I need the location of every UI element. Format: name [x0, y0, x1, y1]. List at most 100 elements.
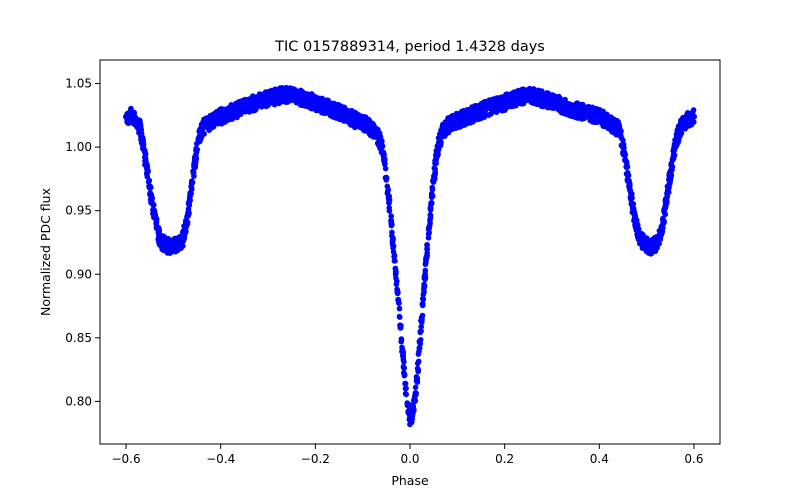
- y-axis-ticks: 0.80 0.85 0.90 0.95 1.00 1.05: [65, 77, 100, 408]
- data-point: [608, 114, 615, 121]
- data-point: [623, 164, 630, 171]
- data-point: [392, 266, 399, 272]
- data-point: [447, 120, 454, 126]
- data-point: [310, 93, 316, 99]
- data-point: [486, 102, 493, 108]
- chart-title: TIC 0157889314, period 1.4328 days: [274, 39, 545, 55]
- data-point: [661, 218, 667, 225]
- data-point: [416, 348, 422, 355]
- data-point: [216, 111, 223, 117]
- data-point: [160, 233, 167, 239]
- data-point: [663, 195, 670, 202]
- data-point: [599, 121, 606, 127]
- data-point: [185, 200, 192, 207]
- data-point: [538, 96, 544, 103]
- data-point: [140, 145, 146, 152]
- data-point: [425, 231, 432, 237]
- data-point: [435, 146, 442, 153]
- data-point: [420, 296, 427, 303]
- data-point: [172, 248, 179, 255]
- data-point: [480, 102, 487, 109]
- data-point: [377, 135, 383, 141]
- data-point: [431, 171, 438, 178]
- data-point: [658, 227, 664, 234]
- data-point: [429, 186, 436, 193]
- data-point: [153, 216, 160, 222]
- data-point: [432, 158, 438, 164]
- data-point: [332, 113, 338, 120]
- y-tick-label: 1.05: [65, 77, 92, 91]
- data-point: [390, 238, 396, 244]
- data-point: [179, 229, 186, 236]
- data-point: [398, 338, 405, 344]
- data-point: [427, 205, 434, 212]
- data-point: [197, 129, 203, 135]
- data-point: [620, 142, 626, 148]
- data-point: [189, 186, 195, 192]
- data-point: [549, 95, 555, 101]
- data-point: [279, 95, 286, 102]
- data-point: [166, 249, 173, 256]
- data-point: [147, 190, 153, 197]
- data-point: [148, 197, 155, 203]
- data-point: [347, 121, 354, 127]
- data-point: [658, 231, 665, 238]
- data-point: [185, 213, 191, 219]
- data-point: [142, 150, 149, 157]
- data-point: [468, 119, 475, 125]
- data-point: [556, 93, 562, 100]
- data-point: [394, 289, 401, 295]
- data-point: [664, 199, 670, 206]
- data-point: [397, 322, 403, 329]
- data-point: [390, 245, 396, 251]
- data-point: [134, 120, 141, 127]
- data-points: [123, 84, 697, 428]
- data-point: [589, 109, 595, 115]
- data-point: [354, 111, 360, 117]
- data-point: [494, 105, 501, 111]
- data-point: [577, 101, 583, 108]
- data-point: [627, 194, 634, 201]
- data-point: [612, 118, 619, 124]
- data-point: [623, 158, 630, 165]
- x-tick-label: 0.2: [495, 452, 514, 466]
- data-point: [393, 275, 399, 282]
- data-point: [553, 101, 560, 107]
- data-point: [571, 105, 578, 112]
- data-point: [329, 100, 336, 107]
- data-point: [364, 126, 370, 132]
- data-point: [316, 97, 323, 104]
- data-point: [626, 180, 633, 187]
- data-point: [633, 220, 640, 227]
- data-point: [625, 171, 631, 177]
- data-point: [681, 123, 687, 129]
- data-point: [325, 104, 332, 111]
- data-point: [428, 201, 434, 208]
- data-point: [415, 368, 421, 375]
- data-point: [613, 125, 619, 131]
- data-point: [668, 160, 675, 167]
- data-point: [531, 100, 538, 107]
- data-point: [136, 129, 142, 136]
- data-point: [464, 120, 471, 126]
- data-point: [457, 119, 464, 125]
- data-point: [396, 305, 403, 312]
- data-point: [283, 84, 290, 91]
- data-point: [625, 176, 631, 182]
- data-point: [393, 281, 400, 288]
- data-point: [208, 122, 214, 129]
- data-point: [265, 101, 272, 107]
- data-point: [643, 248, 650, 254]
- data-point: [532, 92, 538, 99]
- data-point: [336, 103, 343, 109]
- data-point: [586, 114, 592, 121]
- data-point: [182, 223, 188, 229]
- data-point: [400, 356, 407, 363]
- data-point: [303, 91, 310, 97]
- data-point: [575, 114, 582, 120]
- data-point: [285, 91, 292, 97]
- data-point: [451, 113, 458, 119]
- data-point: [690, 114, 696, 121]
- x-tick-label: −0.2: [301, 452, 330, 466]
- x-axis-label: Phase: [391, 473, 429, 488]
